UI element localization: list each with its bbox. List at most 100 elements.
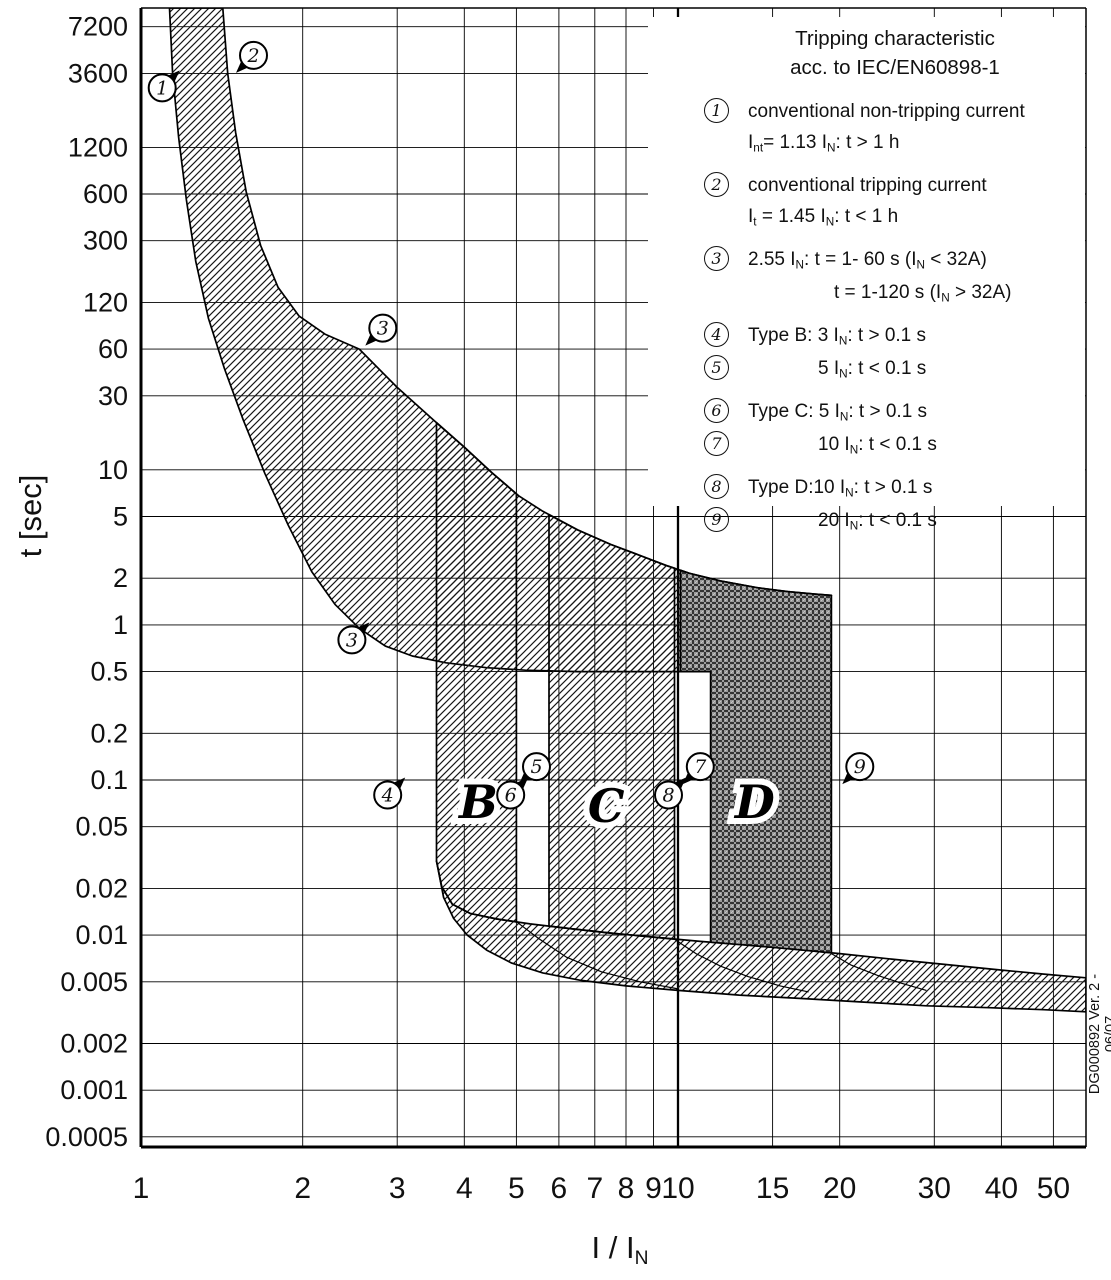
- svg-text:1: 1: [156, 77, 168, 99]
- legend-entry: 2 conventional tripping current: [704, 172, 1086, 198]
- y-axis-tick-labels: 7200 3600 1200 600 300 120 60 30 10 5 2 1 0.5 0.2 0.1 0…: [45, 12, 128, 1152]
- legend-entry: 3 2.55 IN: t = 1- 60 s (IN < 32A): [704, 246, 1086, 273]
- svg-text:4: 4: [381, 785, 394, 807]
- legend-entry: 9 20 IN: t < 0.1 s: [704, 506, 1086, 534]
- svg-text:3600: 3600: [68, 58, 128, 88]
- legend-entry: 6 Type C: 5 IN: t > 0.1 s: [704, 397, 1086, 425]
- curve-marker-2: 2: [236, 40, 268, 73]
- svg-text:3: 3: [389, 1172, 406, 1205]
- svg-text:60: 60: [98, 334, 128, 364]
- svg-text:7: 7: [586, 1172, 603, 1205]
- svg-text:0.01: 0.01: [75, 920, 128, 950]
- legend-number-badge: 4: [704, 322, 748, 348]
- legend-entry: It = 1.45 IN: t < 1 h: [704, 203, 1086, 230]
- band-tail-curves: [516, 921, 927, 993]
- legend-entry-text: 10 IN: t < 0.1 s: [818, 433, 937, 457]
- legend-entry-text: conventional tripping current: [748, 175, 987, 197]
- svg-text:600: 600: [83, 179, 128, 209]
- svg-text:1: 1: [113, 610, 128, 640]
- svg-text:10: 10: [661, 1172, 694, 1205]
- svg-text:0.05: 0.05: [75, 812, 128, 842]
- svg-text:9: 9: [854, 756, 866, 778]
- legend-entry: 1 conventional non-tripping current: [704, 98, 1086, 124]
- svg-text:50: 50: [1037, 1172, 1070, 1205]
- y-axis-label: t [sec]: [13, 474, 48, 558]
- legend-number-badge: 7: [704, 430, 748, 456]
- svg-text:7: 7: [694, 756, 707, 778]
- svg-text:30: 30: [98, 381, 128, 411]
- svg-text:0.005: 0.005: [60, 967, 128, 997]
- svg-text:10: 10: [98, 455, 128, 485]
- curve-marker-5: 5: [519, 752, 551, 785]
- legend-panel: Tripping characteristic acc. to IEC/EN60…: [650, 26, 1086, 534]
- legend-entry: 7 10 IN: t < 0.1 s: [704, 430, 1086, 458]
- svg-text:4: 4: [456, 1172, 473, 1205]
- instantaneous-band: [435, 860, 1086, 1013]
- legend-number-badge: 9: [704, 506, 748, 532]
- curve-marker-8: 8: [654, 777, 686, 810]
- svg-text:7200: 7200: [68, 12, 128, 42]
- x-axis-label: I / IN: [591, 1230, 649, 1269]
- legend-number-badge: 3: [704, 246, 748, 272]
- document-number-note: DG000892 Ver. 2 - 06/07: [1087, 973, 1111, 1095]
- type-c-magnetic-band: [548, 513, 676, 940]
- svg-text:3: 3: [346, 629, 358, 651]
- svg-text:1: 1: [133, 1172, 150, 1205]
- svg-text:6: 6: [551, 1172, 568, 1205]
- svg-text:8: 8: [662, 785, 674, 807]
- svg-text:40: 40: [985, 1172, 1018, 1205]
- svg-text:2: 2: [246, 45, 259, 67]
- svg-text:15: 15: [756, 1172, 789, 1205]
- svg-text:0.0005: 0.0005: [45, 1122, 128, 1152]
- svg-text:6: 6: [505, 785, 517, 807]
- legend-entry-text: Type C: 5 IN: t > 0.1 s: [748, 400, 928, 424]
- legend-entry-text: t = 1-120 s (IN > 32A): [834, 282, 1012, 305]
- legend-number-badge: 2: [704, 172, 748, 198]
- svg-text:120: 120: [83, 287, 128, 317]
- legend-entry: t = 1-120 s (IN > 32A): [704, 279, 1086, 306]
- legend-entry: Int= 1.13 IN: t > 1 h: [704, 129, 1086, 156]
- band-label-B: B: [457, 775, 498, 829]
- legend-entry-text: 2.55 IN: t = 1- 60 s (IN < 32A): [748, 249, 987, 272]
- legend-entry-text: It = 1.45 IN: t < 1 h: [748, 206, 899, 230]
- band-label-C: C: [588, 779, 625, 833]
- svg-text:2: 2: [294, 1172, 311, 1205]
- type-b-magnetic-band: [435, 421, 518, 923]
- svg-text:1200: 1200: [68, 132, 128, 162]
- legend-entry-text: 20 IN: t < 0.1 s: [818, 509, 937, 533]
- x-axis-tick-labels: 1 2 3 4 5 6 7 8 9 10 15 20 30 40 50: [133, 1172, 1070, 1205]
- curve-marker-4: 4: [373, 777, 406, 810]
- svg-text:9: 9: [645, 1172, 662, 1205]
- legend-title-line2: acc. to IEC/EN60898-1: [790, 55, 1000, 79]
- legend-number-badge: 1: [704, 98, 748, 124]
- svg-text:0.1: 0.1: [90, 765, 128, 795]
- type-d-magnetic-band: [679, 569, 833, 954]
- legend-number-badge: 8: [704, 473, 748, 499]
- plot-border: [139, 7, 1087, 1149]
- svg-text:300: 300: [83, 226, 128, 256]
- legend-entry: 8 Type D:10 IN: t > 0.1 s: [704, 473, 1086, 501]
- legend-number-badge: 6: [704, 397, 748, 423]
- svg-text:0.2: 0.2: [90, 718, 128, 748]
- curve-marker-6: 6: [496, 777, 529, 810]
- band-label-D: D: [733, 775, 775, 829]
- legend-entries: 1 conventional non-tripping current Int= 1…: [704, 98, 1086, 533]
- band-letters: B C D: [451, 769, 781, 839]
- curve-marker-7: 7: [682, 752, 715, 785]
- legend-entry: 5 5 IN: t < 0.1 s: [704, 355, 1086, 382]
- curve-marker-9: 9: [842, 752, 875, 785]
- svg-text:0.02: 0.02: [75, 873, 128, 903]
- legend-entry: 4 Type B: 3 IN: t > 0.1 s: [704, 322, 1086, 349]
- legend-entry-text: Int= 1.13 IN: t > 1 h: [748, 132, 900, 155]
- svg-text:5: 5: [508, 1172, 525, 1205]
- legend-entry-text: 5 IN: t < 0.1 s: [818, 358, 927, 381]
- curve-marker-3: 3: [337, 622, 370, 655]
- legend-entry-text: Type D:10 IN: t > 0.1 s: [748, 476, 933, 500]
- svg-text:0.5: 0.5: [90, 657, 128, 687]
- svg-text:5: 5: [530, 756, 542, 778]
- legend-entry-text: Type B: 3 IN: t > 0.1 s: [748, 325, 927, 348]
- svg-text:30: 30: [918, 1172, 951, 1205]
- svg-text:3: 3: [377, 318, 389, 340]
- svg-text:5: 5: [113, 502, 128, 532]
